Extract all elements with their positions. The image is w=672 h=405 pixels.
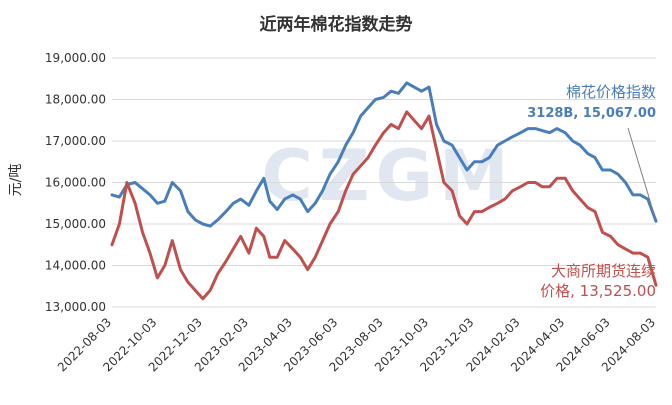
series-line-2 — [110, 110, 658, 301]
series-label-value: 3128B, 15,067.00 — [527, 106, 656, 121]
y-tick-label: 13,000.00 — [45, 300, 106, 314]
y-tick-label: 18,000.00 — [45, 93, 106, 107]
y-tick-label: 14,000.00 — [45, 259, 106, 273]
y-tick-label: 19,000.00 — [45, 51, 106, 65]
series-lines — [110, 81, 658, 301]
series-label-line: 大商所期货连续 — [551, 262, 656, 280]
series-label-line: 棉花价格指数 — [566, 83, 656, 101]
chart-title: 近两年棉花指数走势 — [260, 14, 413, 35]
series-label-value: 价格, 13,525.00 — [540, 282, 656, 300]
watermark: CZGM — [261, 135, 514, 217]
y-tick-labels: 13,000.00 14,000.00 15,000.00 16,000.00 17,0… — [45, 51, 106, 314]
y-tick-label: 17,000.00 — [45, 134, 106, 148]
x-tick-labels: 2022-08-032022-10-032022-12-032023-02-03… — [55, 315, 658, 374]
y-tick-label: 15,000.00 — [45, 217, 106, 231]
y-axis-label: 元/吨 — [8, 164, 24, 197]
series-label-leader — [627, 127, 656, 218]
y-tick-label: 16,000.00 — [45, 176, 106, 190]
series-line-1 — [110, 81, 658, 228]
